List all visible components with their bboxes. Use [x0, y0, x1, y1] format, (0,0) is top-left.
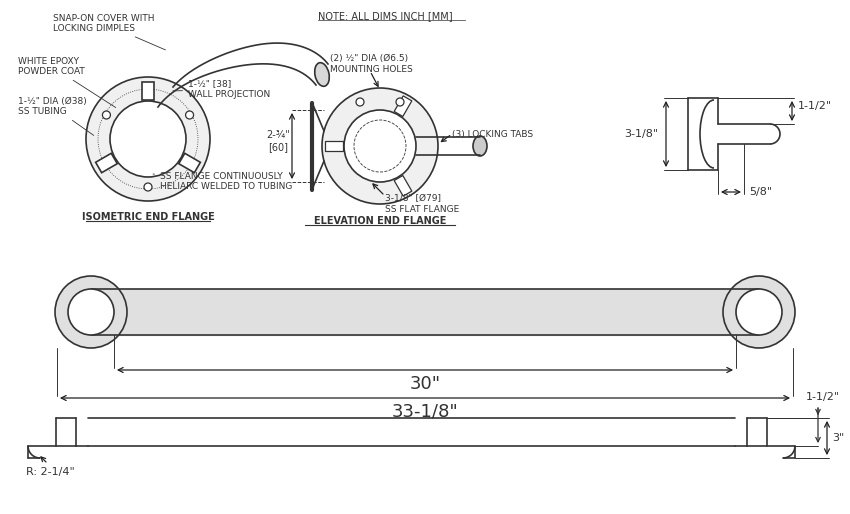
Text: 3-1/8": 3-1/8" — [624, 129, 658, 139]
Text: (2) ½" DIA (Ø6.5)
MOUNTING HOLES: (2) ½" DIA (Ø6.5) MOUNTING HOLES — [330, 54, 413, 74]
Text: ELEVATION END FLANGE: ELEVATION END FLANGE — [314, 216, 446, 226]
Ellipse shape — [473, 136, 487, 156]
Bar — [142, 82, 154, 100]
Text: 3-1/8" [Ø79]
SS FLAT FLANGE: 3-1/8" [Ø79] SS FLAT FLANGE — [385, 194, 459, 214]
Text: (3) LOCKING TABS: (3) LOCKING TABS — [452, 130, 533, 138]
Circle shape — [110, 101, 186, 177]
Text: 33-1/8": 33-1/8" — [392, 403, 458, 421]
Text: 1-½" DIA (Ø38)
SS TUBING: 1-½" DIA (Ø38) SS TUBING — [18, 97, 94, 135]
Bar — [178, 153, 201, 173]
Text: 2-¾"
[60]: 2-¾" [60] — [266, 130, 290, 152]
Text: R: 2-1/4": R: 2-1/4" — [26, 467, 75, 477]
Text: 1-½" [38]
WALL PROJECTION: 1-½" [38] WALL PROJECTION — [173, 80, 270, 99]
Circle shape — [723, 276, 795, 348]
Text: 30": 30" — [410, 375, 440, 393]
Circle shape — [185, 111, 194, 119]
Circle shape — [144, 183, 152, 191]
Text: WHITE EPOXY
POWDER COAT: WHITE EPOXY POWDER COAT — [18, 57, 116, 107]
Bar — [96, 153, 117, 173]
Text: 3": 3" — [832, 433, 844, 443]
Circle shape — [103, 111, 110, 119]
Text: 5/8": 5/8" — [749, 187, 772, 197]
Circle shape — [736, 289, 782, 335]
Circle shape — [55, 276, 127, 348]
Text: 1-1/2": 1-1/2" — [798, 101, 832, 111]
Circle shape — [322, 88, 438, 204]
Text: ISOMETRIC END FLANGE: ISOMETRIC END FLANGE — [82, 212, 214, 222]
Bar — [394, 96, 412, 117]
Ellipse shape — [314, 63, 329, 86]
Text: SS FLANGE CONTINUOUSLY
HELIARC WELDED TO TUBING: SS FLANGE CONTINUOUSLY HELIARC WELDED TO… — [153, 172, 292, 191]
Text: SNAP-ON COVER WITH
LOCKING DIMPLES: SNAP-ON COVER WITH LOCKING DIMPLES — [53, 13, 166, 50]
Circle shape — [356, 98, 364, 106]
Circle shape — [396, 98, 404, 106]
Text: 1-1/2": 1-1/2" — [806, 392, 840, 402]
Bar — [394, 176, 412, 196]
Circle shape — [68, 289, 114, 335]
Circle shape — [86, 77, 210, 201]
Text: NOTE: ALL DIMS INCH [MM]: NOTE: ALL DIMS INCH [MM] — [318, 11, 452, 21]
Circle shape — [344, 110, 416, 182]
Bar — [325, 141, 343, 151]
